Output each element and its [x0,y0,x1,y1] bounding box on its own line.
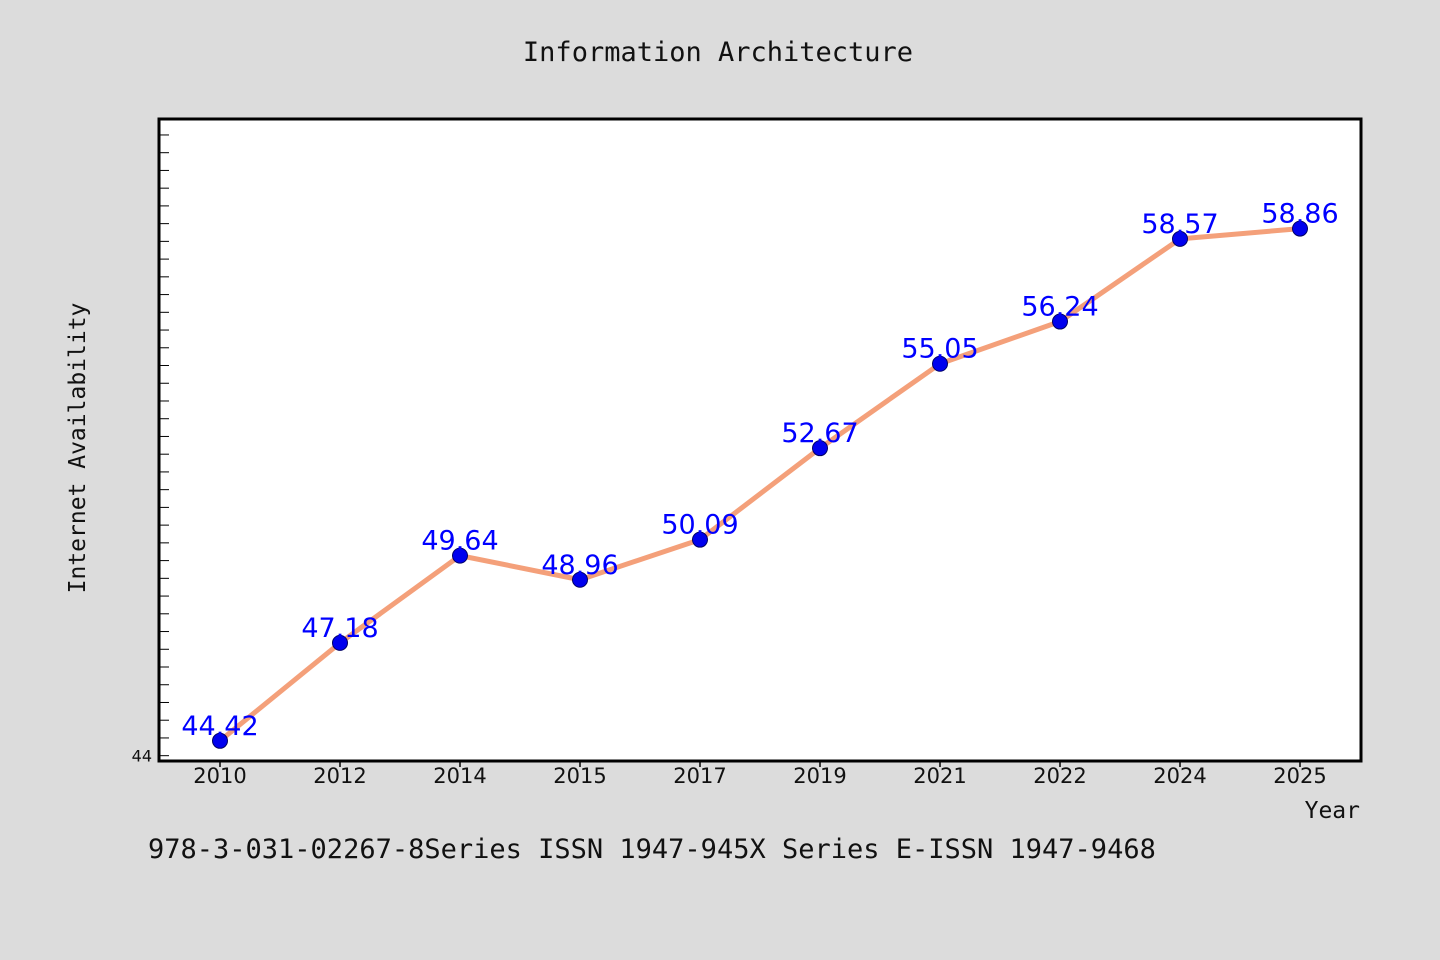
x-axis-tick-label: 2021 [913,764,966,788]
data-label: 44.42 [181,711,258,742]
y-axis-ticks [159,134,169,757]
data-point [812,440,828,457]
x-axis-ticks [219,761,1301,767]
data-label: 47.18 [301,613,378,644]
x-axis-tick-label: 2017 [673,764,726,788]
x-axis-tick-label: 2015 [553,764,606,788]
data-label: 56.24 [1021,292,1098,323]
data-point [1292,220,1308,237]
data-label: 50.09 [661,510,738,541]
y-axis-tick-labels: 44 [132,747,152,766]
x-axis-label: Year [1305,798,1360,824]
x-axis-tick-label: 2022 [1033,764,1086,788]
x-axis-tick-labels: 2010 2012 2014 2015 2017 2019 2021 2022 2024 2025 [193,764,1326,788]
data-point [332,634,348,651]
data-point [1052,313,1068,330]
x-axis-tick-label: 2024 [1153,764,1206,788]
data-point [1172,230,1188,247]
data-point [212,732,228,749]
data-point [452,547,468,564]
figure-caption: 978-3-031-02267-8Series ISSN 1947-945X S… [148,834,1156,865]
data-label: 48.96 [541,550,618,581]
x-axis-tick-label: 2025 [1273,764,1326,788]
data-label: 58.86 [1261,199,1338,230]
data-label-layer: 44.42 47.18 49.64 48.96 50.09 52.67 55.05 56.24… [181,199,1338,742]
data-point [692,531,708,548]
y-axis-label: Internet Availability [65,303,91,594]
series-line [217,226,1303,744]
x-axis-tick-label: 2014 [433,764,486,788]
chart-title: Information Architecture [523,37,913,68]
x-axis-tick-label: 2012 [313,764,366,788]
data-label: 55.05 [901,334,978,365]
data-label: 49.64 [421,526,498,557]
plot-area [157,117,1363,763]
x-axis-tick-label: 2019 [793,764,846,788]
data-label: 58.57 [1141,209,1218,240]
data-point [572,571,588,588]
y-axis-tick-label: 44 [132,747,152,766]
data-point [932,355,948,372]
x-axis-tick-label: 2010 [193,764,246,788]
series-layer [212,220,1308,749]
data-label: 52.67 [781,418,858,449]
